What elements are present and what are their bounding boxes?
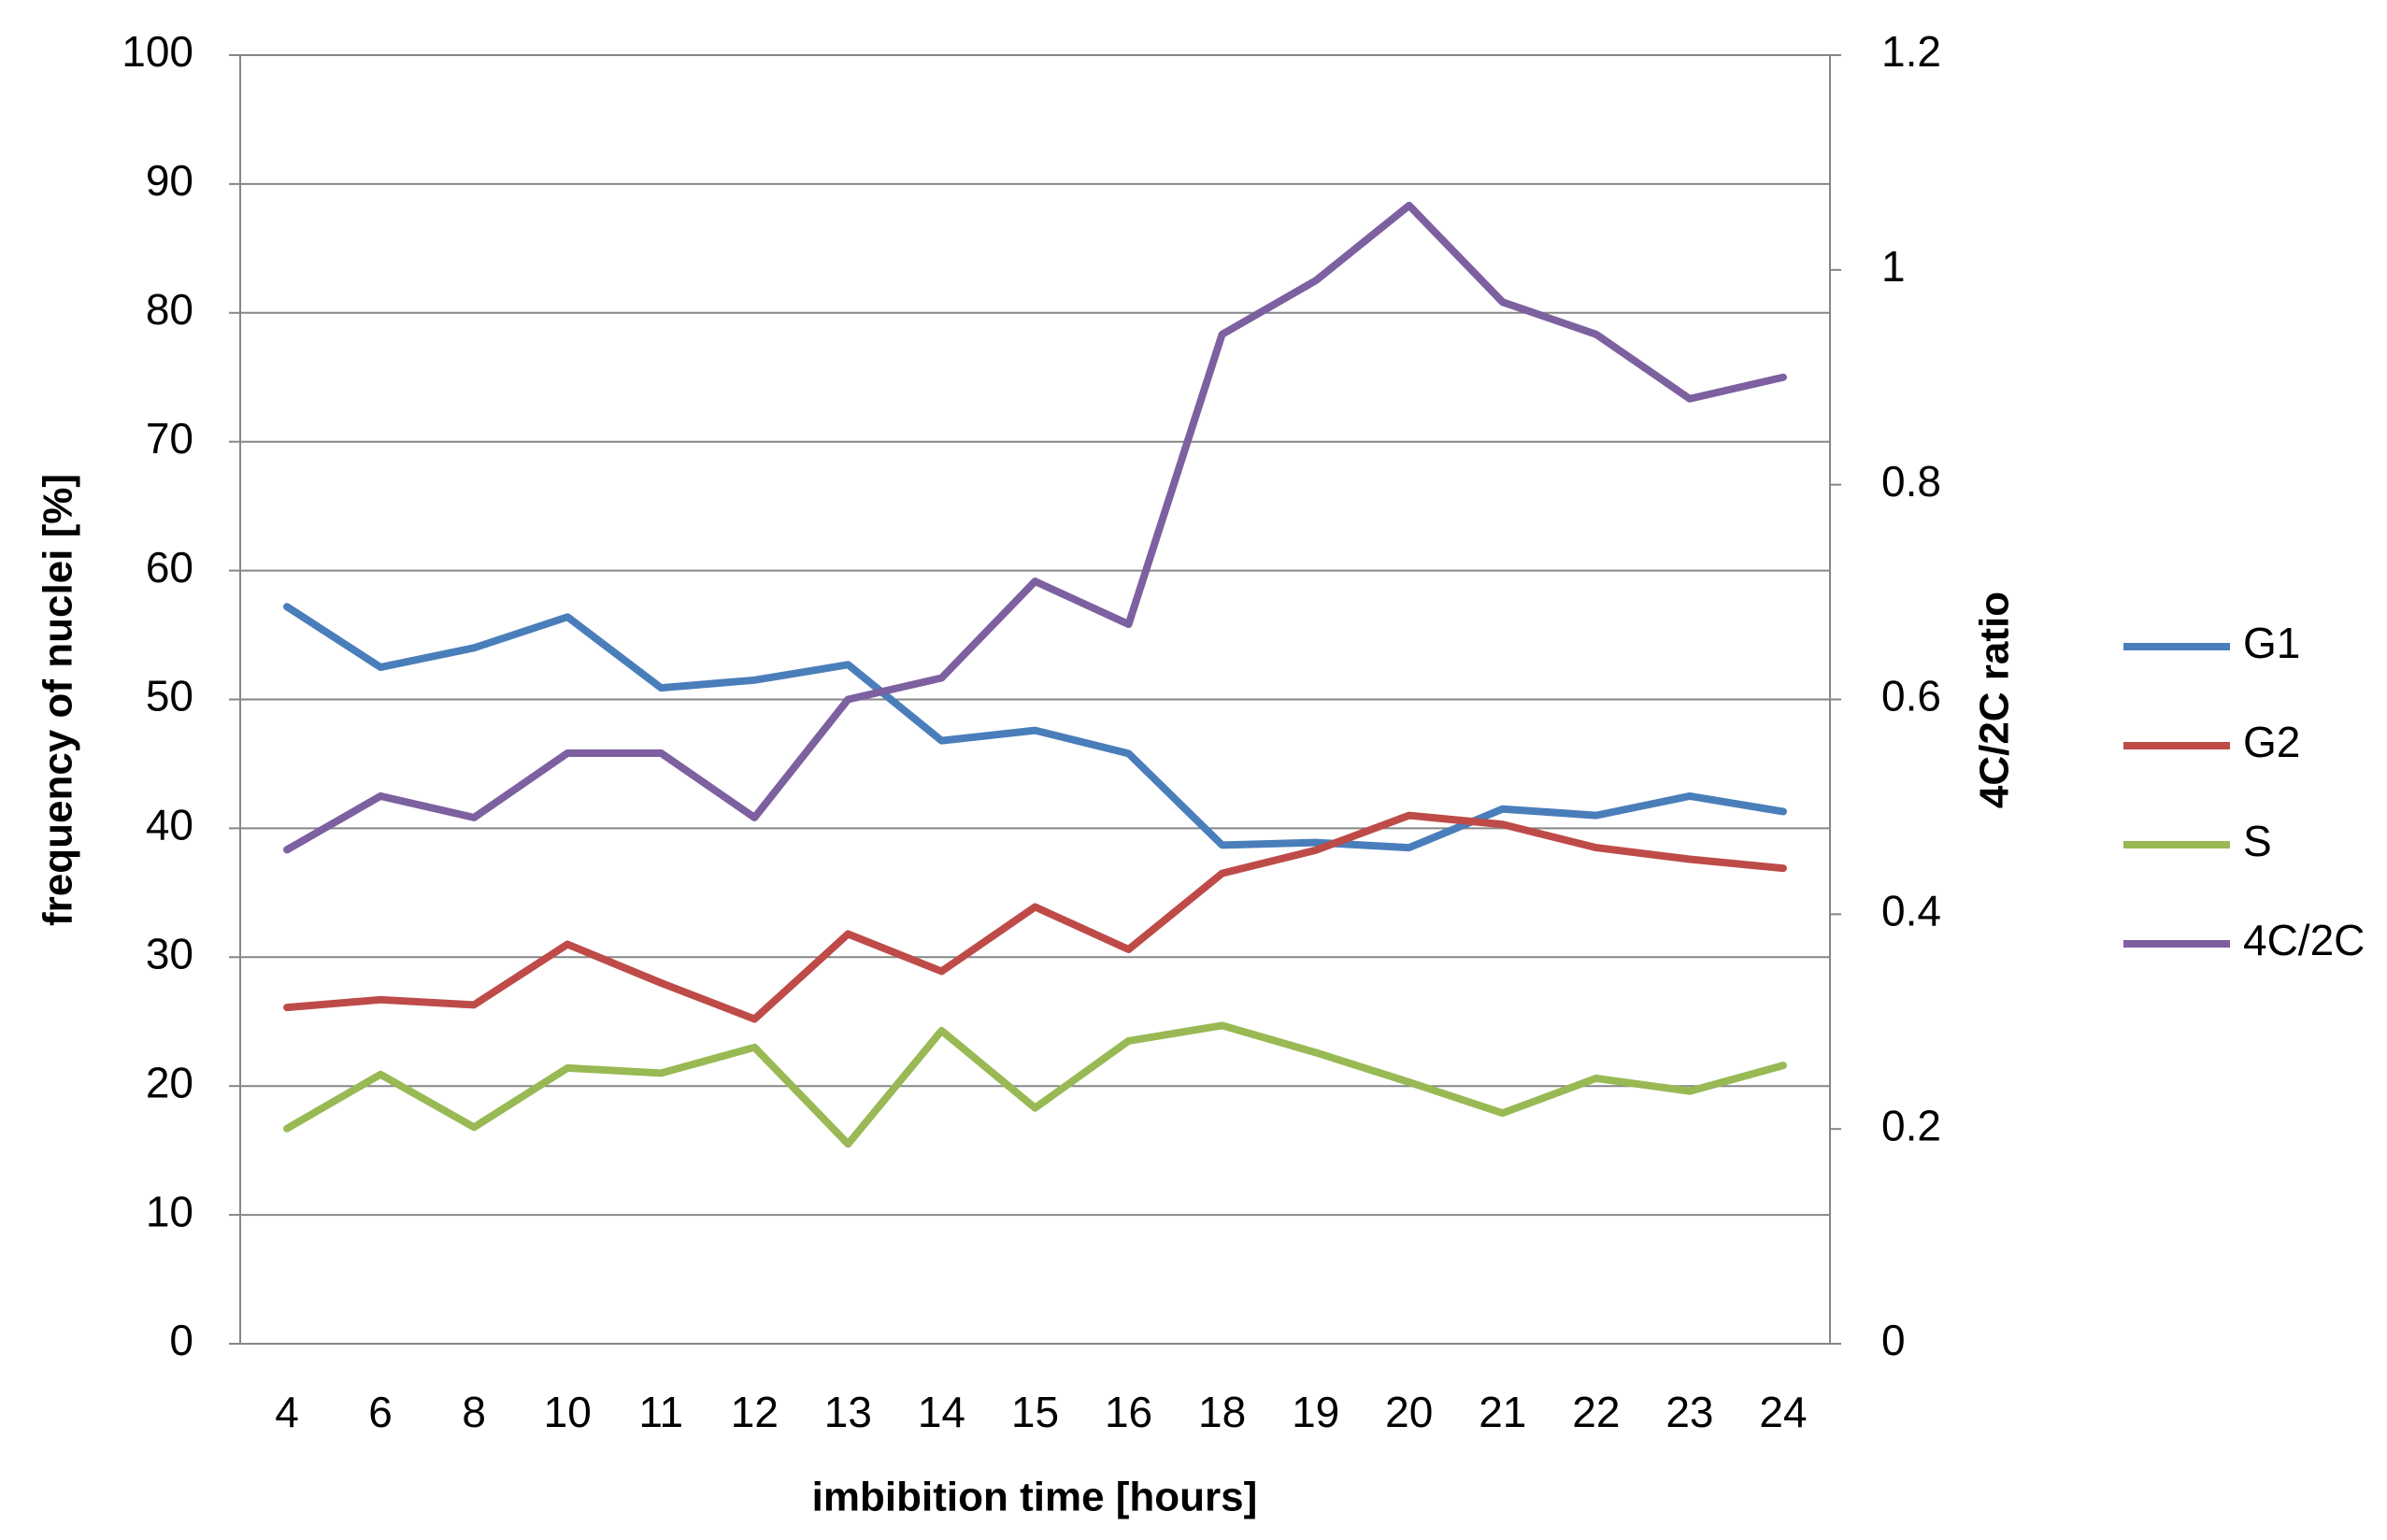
y2-tick-label: 0.4 [1881,886,1941,934]
x-tick-label: 6 [368,1388,393,1436]
legend-label: 4C/2C [2243,916,2365,964]
x-tick-label: 19 [1292,1388,1339,1436]
series-line [283,1021,1787,1148]
x-tick-label: 18 [1198,1388,1246,1436]
y2-tick-label: 0 [1881,1316,1906,1364]
x-tick-label: 16 [1105,1388,1152,1436]
x-tick-label: 20 [1385,1388,1433,1436]
series-line [283,811,1787,1023]
y-tick-label: 0 [169,1316,193,1364]
x-tick-label: 14 [918,1388,965,1436]
x-axis-title: imbibition time [hours] [812,1475,1258,1520]
x-tick-label: 4 [275,1388,299,1436]
x-tick-label: 23 [1665,1388,1713,1436]
y-tick-label: 10 [146,1187,193,1235]
x-tick-label: 13 [824,1388,872,1436]
y-tick-label: 100 [121,27,193,76]
legend-label: G1 [2243,619,2300,667]
x-tick-label: 8 [462,1388,486,1436]
x-tick-label: 24 [1759,1388,1807,1436]
x-tick-label: 11 [638,1388,683,1436]
y-tick-label: 70 [146,414,193,463]
y2-tick-label: 0.2 [1881,1101,1941,1149]
y-tick-label: 50 [146,672,193,720]
y-tick-label: 30 [146,929,193,977]
series-line [283,201,1787,854]
y-tick-label: 90 [146,156,193,205]
y-tick-label: 40 [146,801,193,849]
y2-tick-label: 1 [1881,242,1906,291]
y-tick-label: 20 [146,1058,193,1106]
x-tick-label: 22 [1572,1388,1620,1436]
y2-axis-title: 4C/2C ratio [1972,592,2018,808]
series-line [283,603,1787,852]
y2-tick-label: 1.2 [1881,27,1941,76]
x-tick-label: 12 [731,1388,779,1436]
x-tick-label: 21 [1479,1388,1526,1436]
y-tick-label: 60 [146,543,193,592]
y2-tick-label: 0.8 [1881,457,1941,506]
y2-tick-label: 0.6 [1881,672,1941,720]
y-tick-label: 80 [146,285,193,334]
x-tick-label: 15 [1011,1388,1059,1436]
y-axis-title: frequency of nuclei [%] [36,474,81,926]
legend-label: G2 [2243,718,2300,766]
legend-label: S [2243,817,2272,865]
x-tick-label: 10 [544,1388,592,1436]
